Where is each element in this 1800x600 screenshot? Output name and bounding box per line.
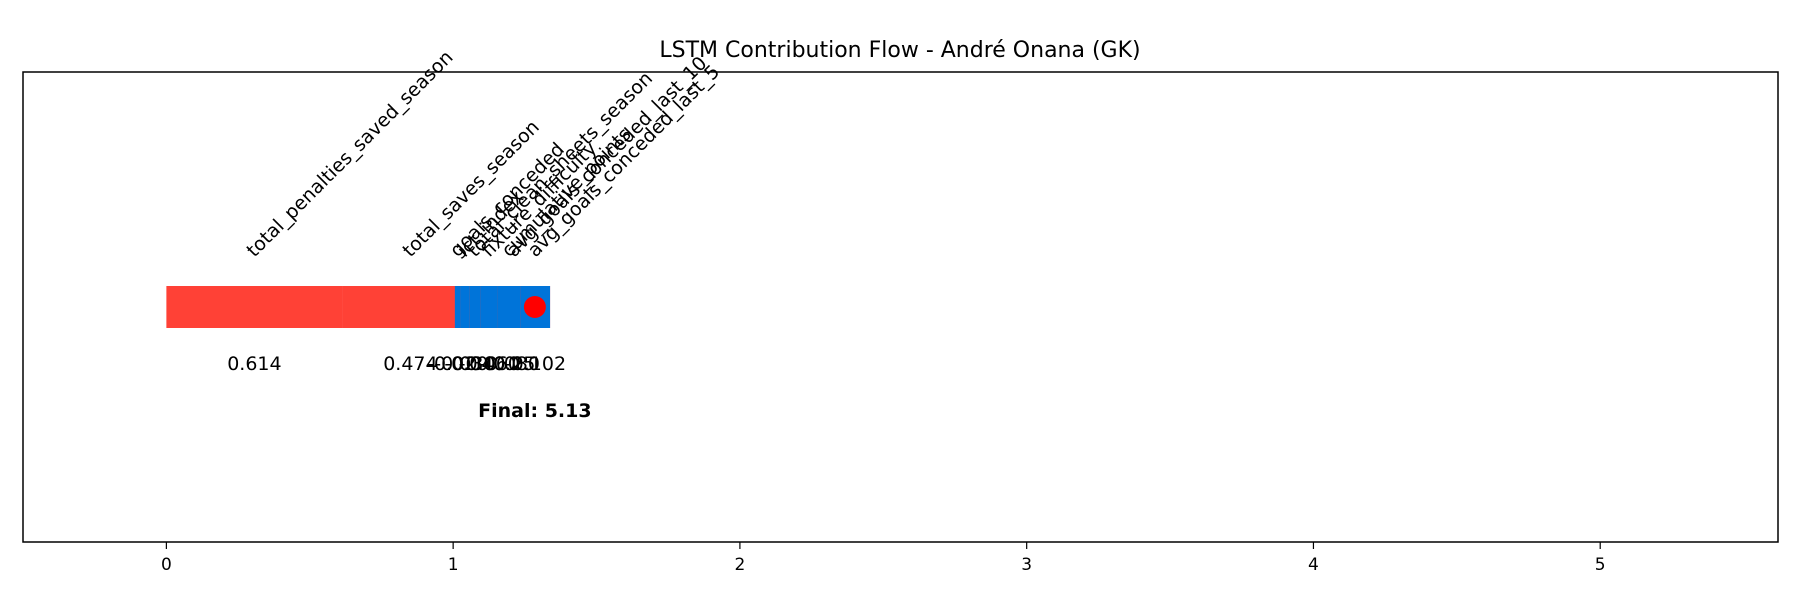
value-label-total_saves_season: 0.474 bbox=[383, 353, 437, 375]
x-tick-label-3: 3 bbox=[1021, 555, 1032, 575]
value-label-cumulative_points: -0.080 bbox=[479, 353, 540, 375]
final-label: Final: 5.13 bbox=[478, 400, 591, 422]
value-label-total_penalties_saved_season: 0.614 bbox=[227, 353, 281, 375]
segment-bar-ict_index bbox=[460, 286, 470, 328]
x-tick-label-0: 0 bbox=[161, 555, 172, 575]
segments-layer bbox=[166, 286, 551, 328]
segment-bar-cumulative_points bbox=[497, 286, 521, 328]
x-tick-label-5: 5 bbox=[1595, 555, 1606, 575]
segment-bar-goals_conceded bbox=[454, 286, 461, 328]
chart-title: LSTM Contribution Flow - André Onana (GK… bbox=[659, 38, 1140, 63]
x-axis: 0 1 2 3 4 5 bbox=[161, 542, 1606, 575]
value-label-ict_index: -0.030 bbox=[434, 353, 495, 375]
segment-bar-total_clean_sheets_season bbox=[469, 286, 481, 328]
value-label-avg_goals_conceded_last_5: -0.102 bbox=[505, 353, 566, 375]
segment-bar-total_penalties_saved_season bbox=[166, 286, 343, 328]
flow-marker-dot bbox=[523, 296, 546, 318]
value-label-goals_conceded: -0.020 bbox=[427, 353, 488, 375]
x-tick-label-1: 1 bbox=[448, 555, 459, 575]
x-tick-label-2: 2 bbox=[734, 555, 745, 575]
value-label-avg_goals_conceded_last_10: 0.25 bbox=[493, 353, 535, 375]
plot-frame bbox=[22, 71, 1779, 543]
value-label-total_clean_sheets_season: -0.040 bbox=[444, 353, 505, 375]
x-tick-label-4: 4 bbox=[1308, 555, 1319, 575]
value-label-fixture_difficulty: -0.060 bbox=[459, 353, 520, 375]
segment-bar-fixture_difficulty bbox=[480, 286, 498, 328]
